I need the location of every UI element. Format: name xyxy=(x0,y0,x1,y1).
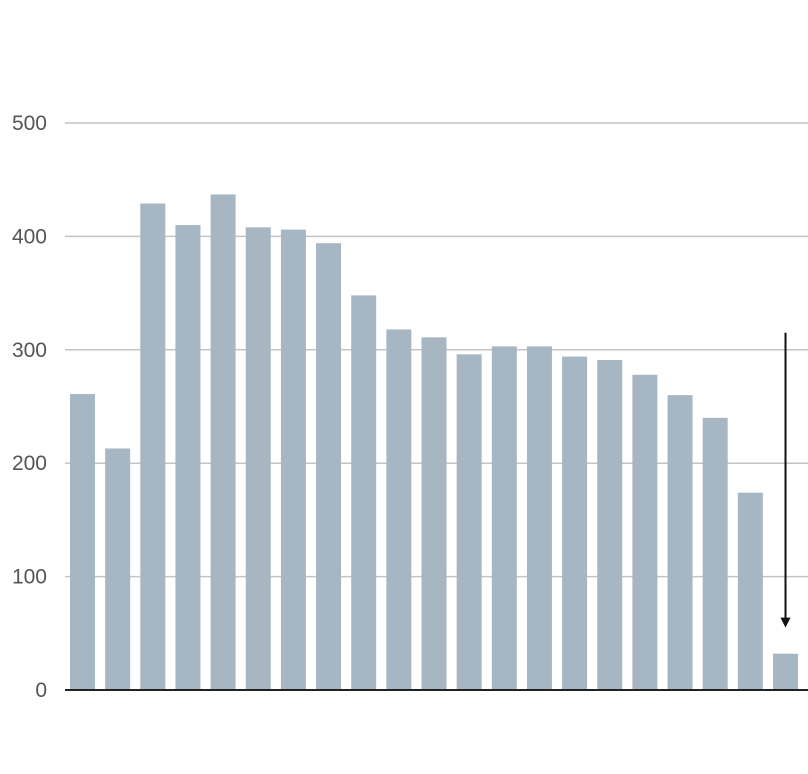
bar-10 xyxy=(386,329,412,690)
y-tick-label-0: 0 xyxy=(35,679,47,702)
bar-1 xyxy=(70,394,95,690)
bar-21 xyxy=(773,653,798,690)
bar-14 xyxy=(526,346,552,690)
y-tick-label-100: 100 xyxy=(12,566,47,589)
annotation-arrow xyxy=(780,332,791,628)
bar-4 xyxy=(175,225,201,690)
y-tick-label-200: 200 xyxy=(12,452,47,475)
bar-12 xyxy=(456,354,482,690)
bar-3 xyxy=(140,203,166,690)
bar-13 xyxy=(491,346,517,690)
bars xyxy=(70,194,798,690)
y-tick-label-400: 400 xyxy=(12,225,47,248)
bar-9 xyxy=(351,295,377,690)
y-tick-label-300: 300 xyxy=(12,339,47,362)
bar-5 xyxy=(210,194,236,690)
y-tick-label-500: 500 xyxy=(12,112,47,135)
bar-2 xyxy=(105,448,131,690)
bar-11 xyxy=(421,337,447,690)
bar-17 xyxy=(632,374,658,690)
y-axis-tick-labels: 0 100 200 300 400 500 xyxy=(12,112,47,702)
bar-20 xyxy=(737,492,763,690)
bar-19 xyxy=(702,417,728,690)
bar-8 xyxy=(316,243,342,690)
arrow-head-icon xyxy=(780,617,791,628)
bar-18 xyxy=(667,395,693,690)
bar-16 xyxy=(597,360,623,690)
bar-15 xyxy=(562,356,588,690)
bar-7 xyxy=(280,229,306,690)
bar-6 xyxy=(245,227,271,690)
